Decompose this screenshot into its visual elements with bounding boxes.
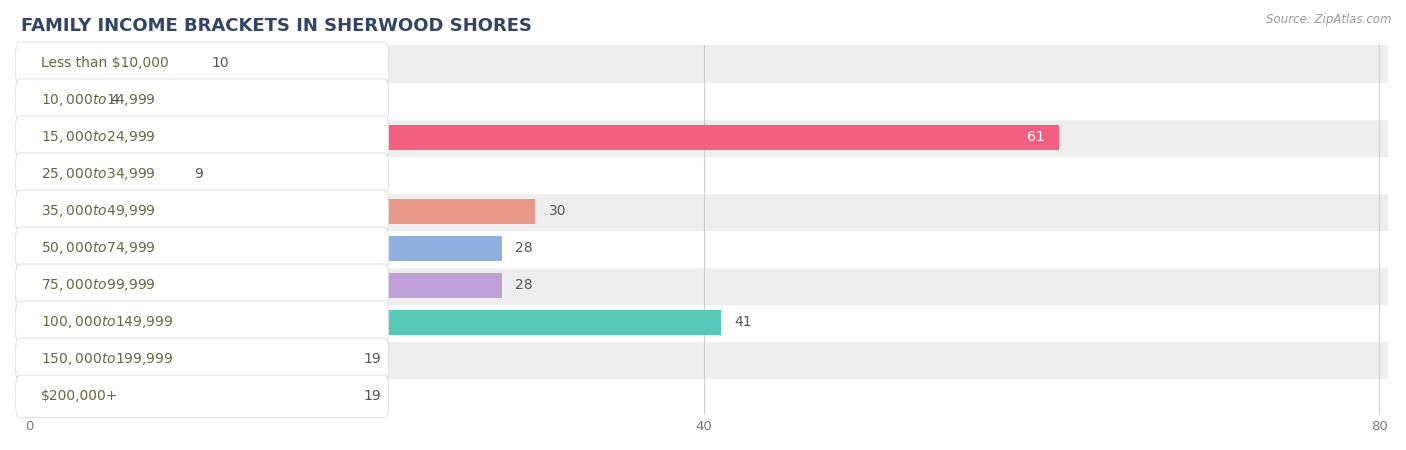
FancyBboxPatch shape bbox=[15, 375, 388, 418]
Text: 41: 41 bbox=[734, 315, 752, 329]
Bar bbox=[21, 156, 1388, 193]
FancyBboxPatch shape bbox=[15, 264, 388, 306]
Bar bbox=[30, 346, 350, 372]
Bar bbox=[30, 87, 97, 112]
Text: $35,000 to $49,999: $35,000 to $49,999 bbox=[41, 203, 156, 219]
Text: 28: 28 bbox=[515, 278, 533, 292]
Bar bbox=[30, 273, 502, 298]
FancyBboxPatch shape bbox=[15, 153, 388, 195]
Bar bbox=[21, 193, 1388, 230]
Text: $10,000 to $14,999: $10,000 to $14,999 bbox=[41, 92, 156, 108]
Bar bbox=[21, 267, 1388, 304]
Bar bbox=[30, 198, 536, 224]
FancyBboxPatch shape bbox=[15, 79, 388, 121]
Bar bbox=[21, 230, 1388, 267]
Text: 4: 4 bbox=[110, 93, 120, 107]
Text: 61: 61 bbox=[1028, 130, 1045, 144]
Bar bbox=[30, 384, 350, 409]
Text: $200,000+: $200,000+ bbox=[41, 389, 118, 403]
Text: Source: ZipAtlas.com: Source: ZipAtlas.com bbox=[1267, 14, 1392, 27]
Text: 28: 28 bbox=[515, 241, 533, 255]
Bar bbox=[21, 81, 1388, 119]
FancyBboxPatch shape bbox=[15, 190, 388, 232]
Text: $25,000 to $34,999: $25,000 to $34,999 bbox=[41, 166, 156, 182]
Text: 9: 9 bbox=[194, 167, 204, 181]
Text: Less than $10,000: Less than $10,000 bbox=[41, 56, 169, 70]
Bar bbox=[30, 125, 1059, 150]
FancyBboxPatch shape bbox=[15, 301, 388, 343]
Text: 10: 10 bbox=[211, 56, 229, 70]
Text: $150,000 to $199,999: $150,000 to $199,999 bbox=[41, 351, 173, 367]
Text: $50,000 to $74,999: $50,000 to $74,999 bbox=[41, 240, 156, 256]
FancyBboxPatch shape bbox=[15, 227, 388, 270]
Bar bbox=[21, 378, 1388, 415]
Bar bbox=[30, 310, 721, 335]
FancyBboxPatch shape bbox=[15, 42, 388, 84]
Text: FAMILY INCOME BRACKETS IN SHERWOOD SHORES: FAMILY INCOME BRACKETS IN SHERWOOD SHORE… bbox=[21, 17, 531, 35]
Bar bbox=[30, 50, 198, 76]
Bar bbox=[21, 119, 1388, 156]
Bar bbox=[21, 45, 1388, 81]
Bar bbox=[30, 236, 502, 261]
FancyBboxPatch shape bbox=[15, 116, 388, 158]
Bar bbox=[21, 304, 1388, 341]
Bar bbox=[30, 162, 181, 187]
Text: $15,000 to $24,999: $15,000 to $24,999 bbox=[41, 129, 156, 145]
Text: $75,000 to $99,999: $75,000 to $99,999 bbox=[41, 277, 156, 293]
Text: 30: 30 bbox=[548, 204, 567, 218]
Text: $100,000 to $149,999: $100,000 to $149,999 bbox=[41, 314, 173, 330]
Text: 19: 19 bbox=[363, 389, 381, 403]
Bar bbox=[21, 341, 1388, 378]
FancyBboxPatch shape bbox=[15, 338, 388, 380]
Text: 19: 19 bbox=[363, 352, 381, 366]
